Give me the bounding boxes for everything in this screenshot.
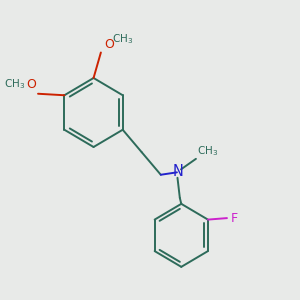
Text: N: N	[172, 164, 183, 179]
Text: F: F	[230, 212, 238, 225]
Text: CH$_3$: CH$_3$	[4, 77, 25, 91]
Text: CH$_3$: CH$_3$	[112, 32, 133, 46]
Text: O: O	[27, 78, 37, 91]
Text: O: O	[104, 38, 114, 51]
Text: CH$_3$: CH$_3$	[197, 144, 219, 158]
